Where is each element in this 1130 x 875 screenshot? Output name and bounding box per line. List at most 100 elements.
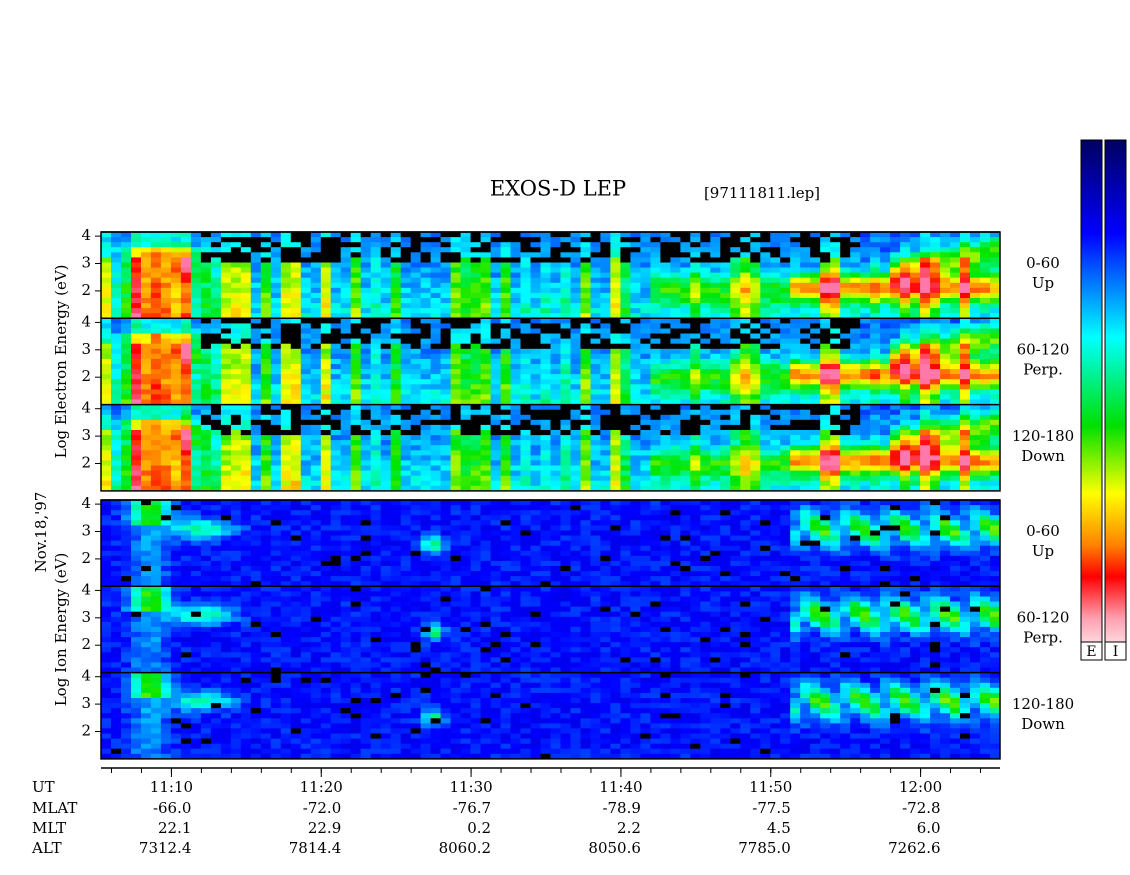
spectrogram-cell <box>390 460 402 466</box>
spectrogram-cell <box>141 369 152 375</box>
spectrogram-cell <box>180 560 192 567</box>
spectrogram-cell <box>840 287 851 294</box>
spectrogram-cell <box>480 277 492 284</box>
spectrogram-cell <box>880 303 891 309</box>
spectrogram-cell <box>470 445 482 451</box>
spectrogram-cell <box>320 465 332 472</box>
spectrogram-cell <box>750 414 761 421</box>
spectrogram-cell <box>560 409 571 416</box>
spectrogram-cell <box>890 318 901 324</box>
spectrogram-cell <box>190 252 202 258</box>
spectrogram-cell <box>720 292 731 299</box>
spectrogram-cell <box>360 282 372 289</box>
spectrogram-cell <box>950 237 961 243</box>
spectrogram-cell <box>680 262 691 269</box>
spectrogram-cell <box>780 384 791 390</box>
spectrogram-cell <box>760 379 771 385</box>
spectrogram-cell <box>101 333 112 340</box>
spectrogram-cell <box>870 399 881 406</box>
spectrogram-cell <box>390 262 402 269</box>
spectrogram-cell <box>670 338 681 345</box>
spectrogram-cell <box>280 242 292 248</box>
spectrogram-cell <box>111 298 122 304</box>
spectrogram-cell <box>720 323 731 329</box>
spectrogram-cell <box>980 237 991 243</box>
spectrogram-cell <box>141 500 152 506</box>
spectrogram-cell <box>330 445 342 451</box>
spectrogram-cell <box>600 399 611 406</box>
spectrogram-cell <box>220 450 232 456</box>
spectrogram-cell <box>131 545 142 552</box>
spectrogram-cell <box>710 424 721 431</box>
spectrogram-cell <box>890 257 901 263</box>
spectrogram-cell <box>710 480 721 487</box>
spectrogram-cell <box>121 262 132 269</box>
spectrogram-cell <box>430 252 442 258</box>
spectrogram-cell <box>280 237 292 243</box>
spectrogram-cell <box>360 292 372 299</box>
spectrogram-cell <box>550 338 561 345</box>
spectrogram-cell <box>111 450 122 456</box>
spectrogram-cell <box>610 262 621 269</box>
spectrogram-cell <box>490 303 502 309</box>
spectrogram-cell <box>780 318 791 324</box>
spectrogram-cell <box>121 505 132 511</box>
spectrogram-cell <box>111 440 122 446</box>
spectrogram-cell <box>200 465 212 472</box>
spectrogram-cell <box>770 267 781 274</box>
spectrogram-cell <box>460 353 472 360</box>
spectrogram-cell <box>590 480 601 487</box>
spectrogram-cell <box>500 409 512 416</box>
spectrogram-cell <box>350 369 362 375</box>
spectrogram-panel <box>101 318 1001 406</box>
spectrogram-cell <box>850 318 861 324</box>
spectrogram-cell <box>590 440 601 446</box>
spectrogram-cell <box>660 465 671 472</box>
spectrogram-cell <box>230 485 242 492</box>
spectrogram-cell <box>950 374 961 380</box>
spectrogram-cell <box>930 267 941 274</box>
spectrogram-cell <box>390 465 402 472</box>
spectrogram-cell <box>800 232 811 238</box>
spectrogram-cell <box>870 465 881 472</box>
spectrogram-cell <box>860 318 871 324</box>
spectrogram-cell <box>150 364 162 370</box>
spectrogram-cell <box>190 277 202 284</box>
spectrogram-cell <box>680 389 691 395</box>
spectrogram-cell <box>320 338 332 345</box>
spectrogram-cell <box>200 343 212 350</box>
spectrogram-cell <box>780 470 791 477</box>
spectrogram-cell <box>740 404 751 411</box>
spectrogram-cell <box>460 394 472 400</box>
spectrogram-cell <box>360 247 372 253</box>
spectrogram-cell <box>190 409 202 416</box>
spectrogram-cell <box>600 404 611 411</box>
spectrogram-cell <box>630 485 641 492</box>
spectrogram-cell <box>190 414 202 421</box>
spectrogram-cell <box>570 267 581 274</box>
spectrogram-cell <box>950 450 961 456</box>
spectrogram-cell <box>150 510 162 516</box>
spectrogram-cell <box>760 262 771 269</box>
spectrogram-cell <box>690 323 701 329</box>
spectrogram-cell <box>170 247 182 253</box>
spectrogram-cell <box>250 232 262 238</box>
spectrogram-cell <box>260 394 272 400</box>
spectrogram-cell <box>220 515 232 521</box>
spectrogram-cell <box>990 252 1001 258</box>
spectrogram-cell <box>760 465 771 472</box>
spectrogram-cell <box>150 505 162 511</box>
spectrogram-cell <box>780 232 791 238</box>
spectrogram-cell <box>970 409 981 416</box>
spectrogram-cell <box>390 282 402 289</box>
spectrogram-cell <box>190 540 202 547</box>
spectrogram-cell <box>690 252 701 258</box>
spectrogram-cell <box>400 318 412 324</box>
spectrogram-cell <box>490 348 502 355</box>
spectrogram-cell <box>870 470 881 477</box>
spectrogram-cell <box>660 323 671 329</box>
spectrogram-cell <box>850 374 861 380</box>
spectrogram-cell <box>510 257 521 263</box>
spectrogram-cell <box>480 298 492 304</box>
spectrogram-cell <box>220 550 232 557</box>
